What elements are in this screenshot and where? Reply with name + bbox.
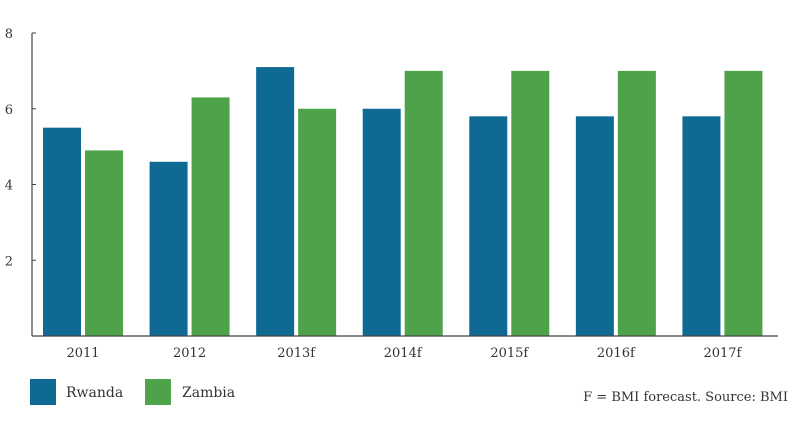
x-tick-label: 2012: [173, 346, 206, 361]
x-tick-label: 2015f: [490, 346, 529, 361]
legend-swatch-zambia: [145, 379, 171, 405]
x-tick-label: 2014f: [384, 346, 423, 361]
bar-zambia-2017f: [724, 70, 763, 336]
y-tick-label: 8: [5, 27, 13, 42]
x-tick-label: 2013f: [277, 346, 316, 361]
legend-label-zambia: Zambia: [182, 385, 235, 401]
legend-swatch-rwanda: [30, 379, 56, 405]
bar-zambia-2011: [85, 150, 123, 336]
source-note: F = BMI forecast. Source: BMI: [583, 390, 788, 405]
bar-zambia-2014f: [404, 70, 443, 336]
bar-rwanda-2013f: [256, 67, 295, 337]
bar-zambia-2013f: [298, 108, 337, 336]
bar-rwanda-2011: [43, 127, 81, 336]
bar-rwanda-2014f: [362, 108, 401, 336]
legend: Rwanda Zambia: [30, 379, 235, 405]
y-ticks-layer: 2 4 6 8: [5, 27, 36, 269]
bar-rwanda-2012: [149, 161, 188, 336]
y-tick-label: 4: [5, 179, 13, 194]
bar-rwanda-2017f: [682, 116, 721, 336]
bar-zambia-2012: [191, 97, 230, 336]
bar-zambia-2015f: [511, 70, 550, 336]
x-tick-label: 2016f: [597, 346, 636, 361]
x-tick-label: 2011: [66, 346, 99, 361]
bars-layer: [43, 67, 763, 337]
bar-rwanda-2016f: [575, 116, 614, 336]
x-tick-label: 2017f: [703, 346, 742, 361]
y-tick-label: 6: [5, 103, 13, 118]
bar-rwanda-2015f: [469, 116, 508, 336]
y-tick-label: 2: [5, 254, 13, 269]
x-ticks-layer: 2011 2012 2013f 2014f 2015f 2016f 2017f: [66, 346, 742, 361]
legend-label-rwanda: Rwanda: [66, 385, 123, 401]
bar-zambia-2016f: [617, 70, 656, 336]
